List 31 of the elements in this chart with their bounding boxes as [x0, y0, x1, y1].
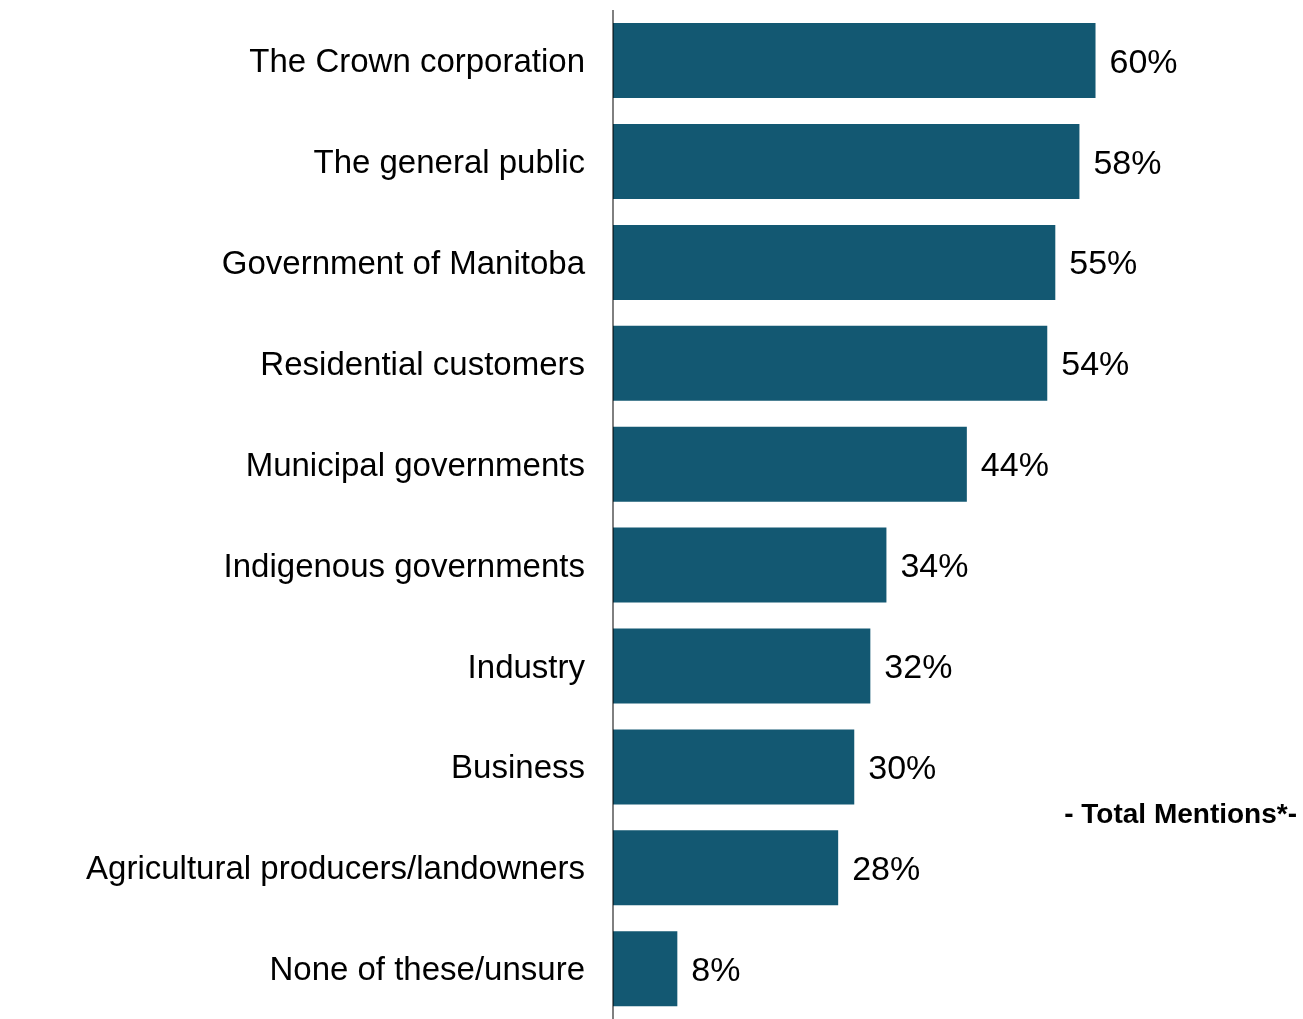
data-label: 32% — [884, 647, 953, 686]
data-label: 54% — [1061, 344, 1130, 383]
data-label: 60% — [1109, 41, 1178, 80]
bar — [613, 830, 839, 906]
data-label: 8% — [691, 949, 741, 988]
bar — [613, 124, 1080, 200]
bar — [613, 426, 967, 502]
y-tick-label: The general public — [313, 143, 585, 181]
y-tick-label: The Crown corporation — [249, 42, 585, 80]
y-tick-label: Residential customers — [260, 344, 585, 382]
data-label: 55% — [1069, 243, 1138, 282]
annotation: - Total Mentions*- — [1064, 798, 1297, 830]
y-tick-label: None of these/unsure — [269, 950, 585, 988]
bar — [613, 325, 1048, 401]
bar — [613, 23, 1096, 99]
data-label: 28% — [852, 848, 921, 887]
y-tick-label: Indigenous governments — [223, 546, 585, 584]
data-label: 44% — [980, 445, 1049, 484]
y-tick-label: Government of Manitoba — [221, 243, 586, 281]
y-tick-label: Industry — [467, 647, 586, 685]
bar — [613, 729, 855, 805]
bar — [613, 931, 678, 1007]
bar — [613, 224, 1056, 300]
data-label: 58% — [1093, 142, 1162, 181]
y-tick-label: Municipal governments — [245, 445, 585, 483]
bar — [613, 527, 887, 603]
data-label: 34% — [900, 546, 969, 585]
data-label: 30% — [868, 747, 937, 786]
y-tick-label: Business — [451, 748, 585, 786]
bar — [613, 628, 871, 704]
y-tick-label: Agricultural producers/landowners — [86, 849, 585, 887]
